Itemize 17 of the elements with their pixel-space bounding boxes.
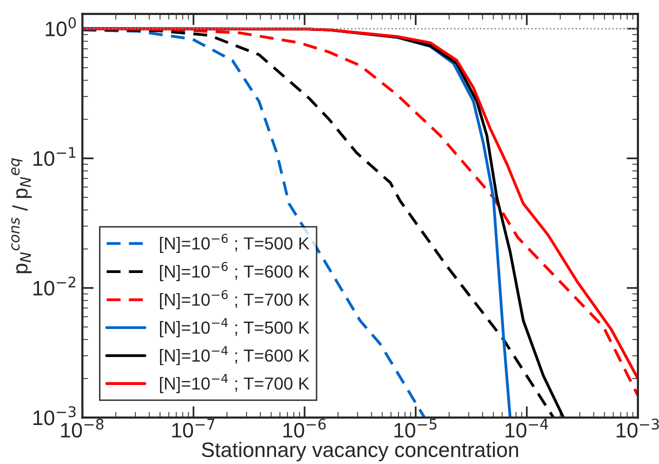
y-tick-label: 10$^{−1}$ bbox=[33, 147, 76, 166]
x-tick-label: 10$^{−3}$ bbox=[616, 418, 659, 438]
x-tick-label: 10$^{−8}$ bbox=[61, 418, 104, 438]
y-tick-label: 10$^{0}$ bbox=[46, 17, 76, 36]
x-axis-title: Stationnary vacancy concentration bbox=[202, 442, 518, 462]
legend-label: [N]=10$^{−4}$ ; T=500 K bbox=[160, 318, 310, 338]
legend-label: [N]=10$^{−4}$ ; T=600 K bbox=[160, 346, 310, 366]
x-tick-label: 10$^{−7}$ bbox=[172, 418, 214, 438]
legend-label: [N]=10$^{−6}$ ; T=700 K bbox=[160, 290, 310, 310]
x-tick-label: 10$^{−4}$ bbox=[506, 418, 548, 438]
legend-label: [N]=10$^{−4}$ ; T=700 K bbox=[160, 374, 310, 394]
legend-label: [N]=10$^{−6}$ ; T=500 K bbox=[160, 234, 310, 254]
y-tick-label: 10$^{−2}$ bbox=[33, 276, 76, 296]
y-axis-title: p$_{N}$$^{cons}$ / p$_{N}$$^{eq}$ bbox=[11, 158, 32, 274]
legend-label: [N]=10$^{−6}$ ; T=600 K bbox=[160, 262, 310, 282]
x-tick-label: 10$^{−6}$ bbox=[283, 418, 326, 438]
x-tick-label: 10$^{−5}$ bbox=[394, 418, 436, 438]
